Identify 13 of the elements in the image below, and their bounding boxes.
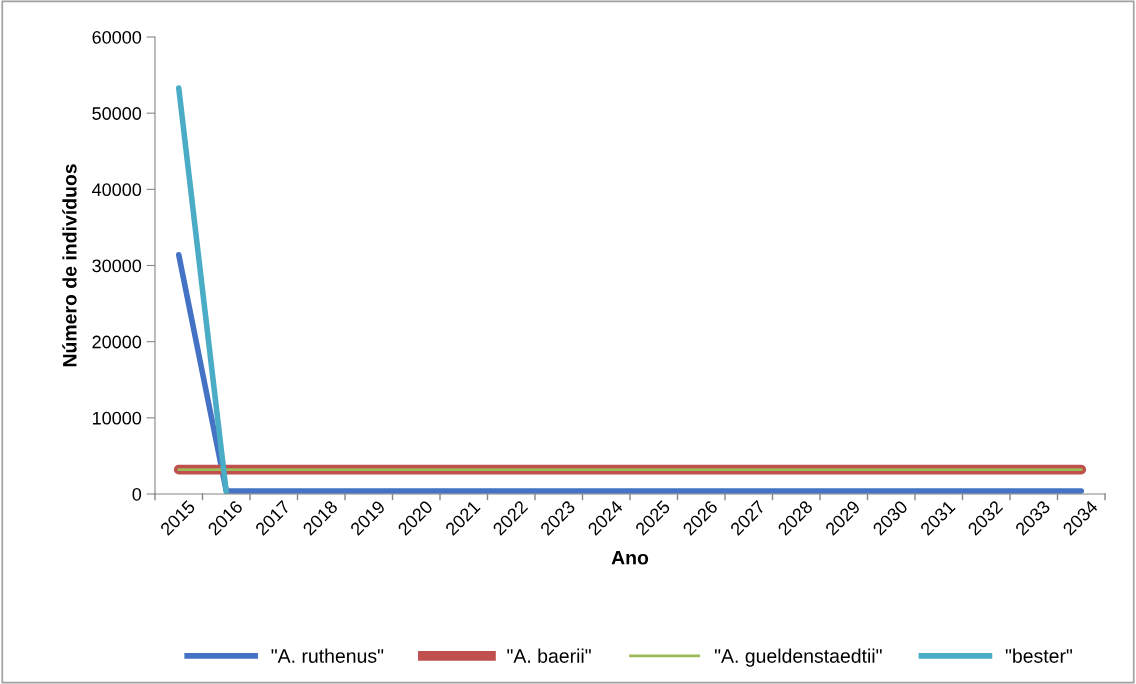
legend-label: "A. gueldenstaedtii" bbox=[714, 648, 882, 667]
x-axis-title: Ano bbox=[611, 550, 649, 565]
y-tick-label: 20000 bbox=[92, 335, 142, 349]
y-axis-title: Número de indivíduos bbox=[62, 164, 77, 367]
y-tick-label: 0 bbox=[132, 487, 142, 501]
legend-label: "A. ruthenus" bbox=[271, 648, 384, 663]
y-tick-label: 50000 bbox=[92, 107, 142, 120]
legend-label: "bester" bbox=[1005, 648, 1073, 663]
y-tick-label: 40000 bbox=[92, 183, 142, 197]
y-tick-label: 10000 bbox=[92, 411, 142, 425]
legend-label: "A. baerii" bbox=[507, 648, 591, 663]
y-tick-label: 30000 bbox=[92, 259, 142, 273]
y-tick-label: 60000 bbox=[92, 30, 142, 44]
